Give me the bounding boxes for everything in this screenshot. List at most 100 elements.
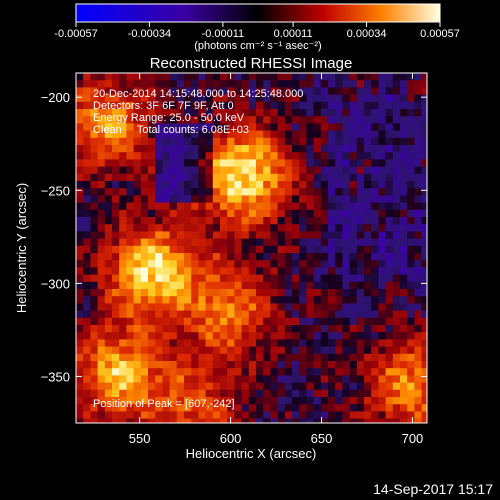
heatmap-cell (148, 296, 156, 304)
heatmap-cell (148, 130, 156, 139)
heatmap-cell (227, 310, 235, 319)
heatmap-cell (263, 289, 271, 297)
heatmap-cell (176, 188, 185, 196)
heatmap-cell (320, 303, 329, 311)
heatmap-cell (205, 418, 214, 423)
heatmap-cell (90, 245, 98, 254)
heatmap-cell (241, 94, 250, 103)
heatmap-cell (378, 310, 386, 319)
heatmap-cell (140, 289, 149, 297)
heatmap-cell (126, 137, 134, 146)
heatmap-cell (248, 418, 257, 423)
heatmap-cell (371, 188, 379, 196)
heatmap-cell (320, 310, 329, 319)
heatmap-cell (176, 310, 185, 319)
heatmap-cell (176, 382, 185, 391)
heatmap-cell (126, 317, 134, 326)
heatmap-cell (320, 109, 329, 117)
heatmap-cell (90, 353, 98, 362)
heatmap-cell (76, 217, 84, 225)
heatmap-cell (299, 260, 307, 268)
heatmap-cell (126, 188, 134, 196)
heatmap-cell (140, 353, 149, 362)
heatmap-cell (385, 145, 394, 153)
heatmap-cell (371, 87, 379, 95)
heatmap-cell (328, 159, 336, 167)
heatmap-cell (349, 101, 358, 110)
heatmap-cell (292, 217, 300, 225)
heatmap-cell (119, 109, 127, 117)
heatmap-cell (205, 238, 214, 247)
heatmap-cell (349, 260, 358, 268)
heatmap-cell (328, 145, 336, 153)
heatmap-cell (400, 145, 408, 153)
heatmap-cell (356, 267, 365, 275)
heatmap-cell (241, 152, 250, 160)
heatmap-cell (284, 101, 293, 110)
heatmap-cell (90, 116, 98, 124)
heatmap-cell (292, 202, 300, 211)
heatmap-cell (191, 109, 199, 117)
heatmap-cell (349, 418, 358, 423)
heatmap-cell (364, 202, 372, 211)
heatmap-cell (313, 339, 322, 347)
heatmap-cell (299, 339, 307, 347)
heatmap-cell (133, 217, 142, 225)
colorbar-unit: (photons cm⁻² s⁻¹ asec⁻²) (194, 40, 321, 52)
heatmap-cell (97, 109, 106, 117)
heatmap-cell (292, 137, 300, 146)
heatmap-cell (392, 289, 401, 297)
heatmap-cell (119, 375, 127, 383)
heatmap-cell (133, 296, 142, 304)
heatmap-cell (299, 375, 307, 383)
heatmap-cell (112, 296, 120, 304)
heatmap-cell (284, 188, 293, 196)
heatmap-cell (421, 361, 427, 369)
heatmap-cell (119, 267, 127, 275)
heatmap-cell (248, 346, 257, 355)
heatmap-cell (407, 217, 415, 225)
heatmap-cell (112, 303, 120, 311)
heatmap-cell (191, 253, 199, 261)
heatmap-cell (104, 346, 113, 355)
heatmap-cell (263, 231, 271, 239)
heatmap-cell (126, 260, 134, 268)
heatmap-cell (198, 123, 206, 131)
heatmap-cell (212, 145, 221, 153)
heatmap-cell (90, 101, 98, 110)
heatmap-cell (155, 274, 163, 283)
heatmap-cell (356, 289, 365, 297)
x-tick-label: 550 (129, 431, 151, 446)
heatmap-cell (385, 368, 394, 376)
heatmap-cell (421, 368, 427, 376)
x-axis-label: Heliocentric X (arcsec) (186, 446, 317, 461)
heatmap-cell (198, 159, 206, 167)
heatmap-cell (133, 325, 142, 333)
heatmap-cell (306, 195, 314, 203)
heatmap-cell (198, 317, 206, 326)
heatmap-cell (162, 80, 170, 88)
heatmap-cell (176, 325, 185, 333)
heatmap-cell (83, 274, 91, 283)
heatmap-cell (356, 397, 365, 405)
heatmap-cell (421, 325, 427, 333)
heatmap-cell (407, 346, 415, 355)
heatmap-cell (284, 361, 293, 369)
heatmap-cell (277, 253, 286, 261)
heatmap-cell (191, 152, 199, 160)
heatmap-cell (83, 238, 91, 247)
heatmap-cell (133, 317, 142, 326)
heatmap-cell (234, 238, 242, 247)
heatmap-cell (198, 253, 206, 261)
heatmap-cell (148, 260, 156, 268)
heatmap-cell (349, 173, 358, 182)
heatmap-cell (191, 137, 199, 146)
heatmap-cell (284, 418, 293, 423)
heatmap-cell (392, 245, 401, 254)
heatmap-cell (306, 325, 314, 333)
heatmap-cell (349, 109, 358, 117)
heatmap-cell (83, 181, 91, 189)
heatmap-cell (220, 281, 228, 290)
heatmap-cell (248, 274, 257, 283)
heatmap-cell (112, 245, 120, 254)
